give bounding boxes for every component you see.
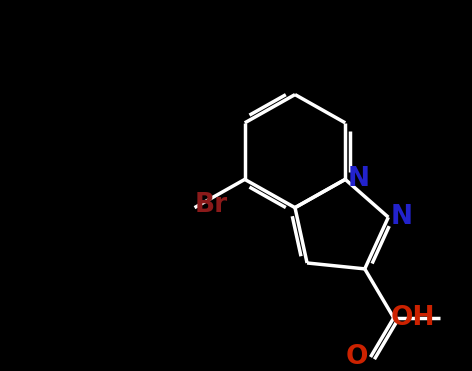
Text: OH: OH — [391, 305, 435, 331]
Text: N: N — [347, 166, 369, 193]
Text: N: N — [390, 204, 413, 230]
Text: O: O — [346, 344, 369, 370]
Text: Br: Br — [194, 192, 228, 218]
